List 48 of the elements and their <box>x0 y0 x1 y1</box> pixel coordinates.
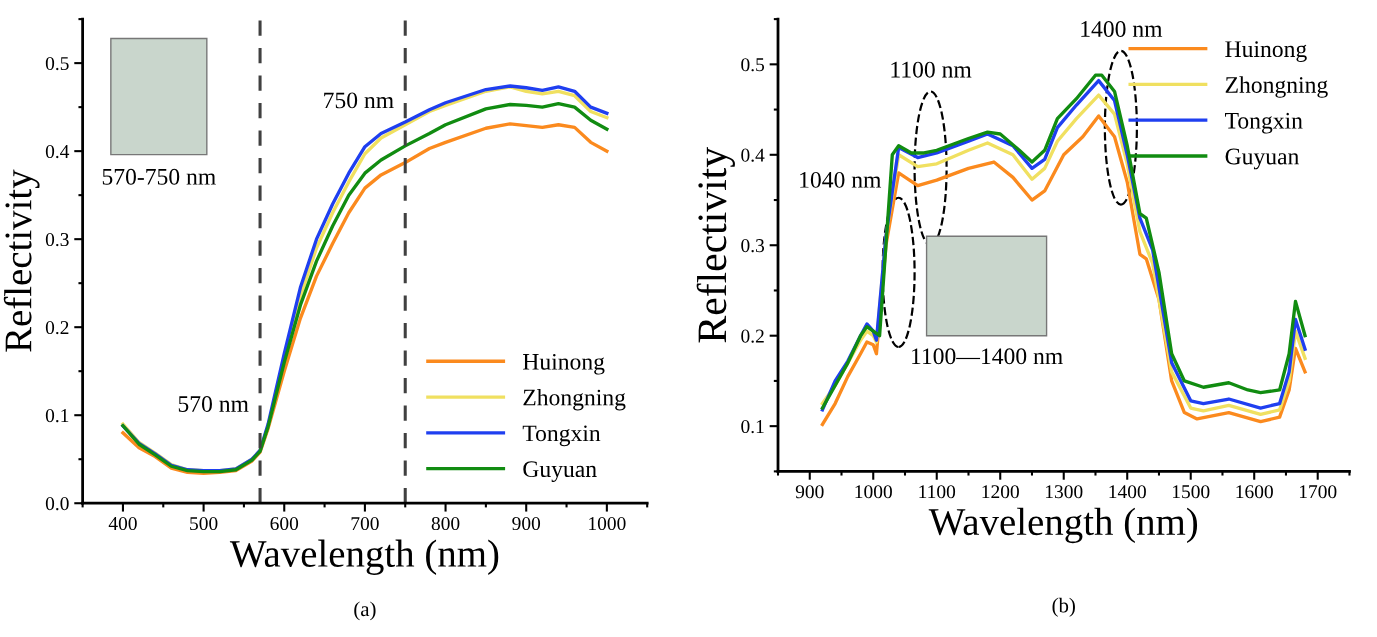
x-tick-label: 700 <box>351 516 379 531</box>
x-tick-label: 1600 <box>1236 485 1273 499</box>
y-tick-label: 0.4 <box>45 144 70 159</box>
x-tick-label: 600 <box>270 516 299 531</box>
ref-line-label: 570 nm <box>178 395 249 412</box>
ref-line-label: 750 nm <box>324 92 394 109</box>
x-tick-label: 800 <box>431 516 460 531</box>
y-tick-label: 0.0 <box>45 497 69 511</box>
x-tick-label: 1200 <box>982 485 1019 499</box>
legend-label: Zhongning <box>523 388 626 411</box>
text: (a) <box>354 601 376 621</box>
annotation: 1400 nm <box>1081 20 1163 37</box>
x-tick-label: 1500 <box>1172 485 1210 499</box>
y-tick-label: 0.2 <box>741 329 764 343</box>
y-axis-title: Reflectivity <box>3 169 40 352</box>
annotation: 1100—1400 nm <box>912 348 1063 365</box>
x-tick-label: 500 <box>190 516 218 531</box>
x-tick-label: 1000 <box>589 516 626 531</box>
x-tick-label: 400 <box>108 516 137 531</box>
legend-label: Huinong <box>1225 41 1307 62</box>
legend-label: Guyuan <box>1225 148 1299 170</box>
y-tick-label: 0.4 <box>741 148 765 162</box>
text: (b) <box>1052 597 1075 617</box>
y-tick-label: 0.1 <box>741 419 764 434</box>
legend-label: Huinong <box>523 353 605 375</box>
x-tick-label: 1400 <box>1109 485 1146 499</box>
y-tick-label: 0.3 <box>45 232 69 247</box>
x-axis-title: Wavelength (nm) <box>229 539 499 575</box>
x-tick-label: 1000 <box>855 485 892 499</box>
x-tick-label: 1300 <box>1046 485 1083 499</box>
y-tick-label: 0.1 <box>45 409 69 423</box>
y-tick-label: 0.3 <box>741 239 765 253</box>
y-axis-title: Reflectivity <box>696 147 735 343</box>
annotation: 1100 nm <box>891 61 972 78</box>
legend-label: Guyuan <box>523 461 597 482</box>
y-tick-label: 0.2 <box>45 321 69 335</box>
y-tick-label: 0.5 <box>45 56 69 71</box>
legend-label: Tongxin <box>1225 112 1303 134</box>
annotation: 570-750 nm <box>102 168 216 185</box>
legend-label: Zhongning <box>1225 76 1328 98</box>
x-tick-label: 900 <box>512 516 541 531</box>
x-tick-label: 900 <box>795 485 824 499</box>
annotation: 1040 nm <box>800 171 882 188</box>
x-tick-label: 1100 <box>919 485 956 499</box>
x-tick-label: 1700 <box>1299 485 1337 499</box>
x-axis-title: Wavelength (nm) <box>928 507 1198 544</box>
legend-label: Tongxin <box>522 425 601 447</box>
y-tick-label: 0.5 <box>741 58 765 72</box>
